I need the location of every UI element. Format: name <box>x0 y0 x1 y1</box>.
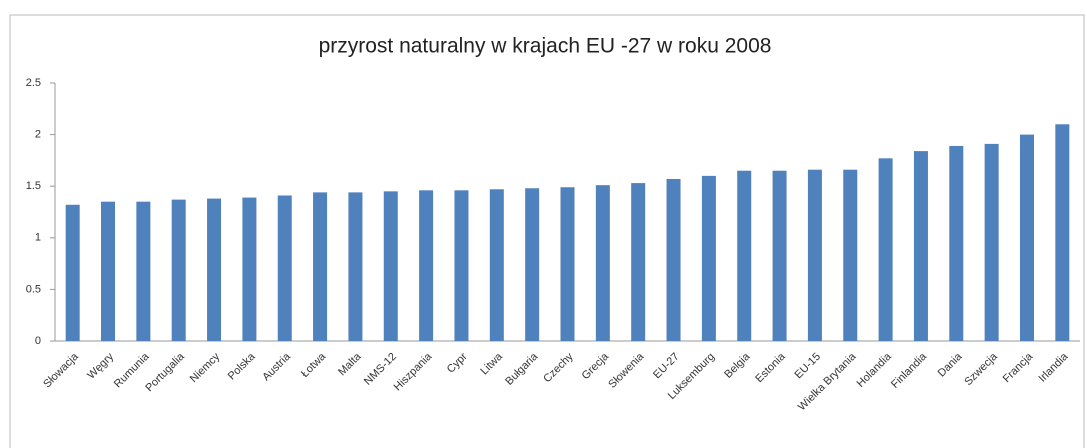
y-tick-label: 2 <box>35 129 41 141</box>
bar <box>525 188 540 341</box>
y-tick-label: 2.5 <box>26 77 41 89</box>
bar <box>560 187 575 341</box>
bar <box>348 192 363 341</box>
bar <box>666 178 681 341</box>
bar <box>1019 134 1034 341</box>
bar <box>419 190 434 341</box>
bar <box>631 183 646 341</box>
bar <box>101 201 116 341</box>
bar <box>701 175 716 341</box>
bar <box>313 192 328 341</box>
bar <box>772 170 787 341</box>
chart-frame <box>9 14 1085 448</box>
bar <box>843 169 858 341</box>
bar <box>171 199 186 341</box>
bar <box>807 169 822 341</box>
bar <box>949 145 964 341</box>
y-tick-label: 1.5 <box>26 180 41 192</box>
bar <box>913 151 928 341</box>
chart-title: przyrost naturalny w krajach EU -27 w ro… <box>319 35 772 58</box>
y-tick-label: 1 <box>35 232 41 244</box>
bar <box>1055 124 1070 341</box>
bar <box>207 198 222 341</box>
y-tick-label: 0.5 <box>26 283 41 295</box>
bar <box>878 158 893 341</box>
bar <box>277 195 292 341</box>
y-tick-label: 0 <box>35 335 41 347</box>
bar <box>737 170 752 341</box>
bar <box>136 201 151 341</box>
bar <box>242 197 257 341</box>
bar <box>595 185 610 341</box>
bar <box>489 189 504 341</box>
bar <box>984 143 999 341</box>
bar <box>65 204 80 341</box>
bar <box>454 190 469 341</box>
bar <box>383 191 398 341</box>
